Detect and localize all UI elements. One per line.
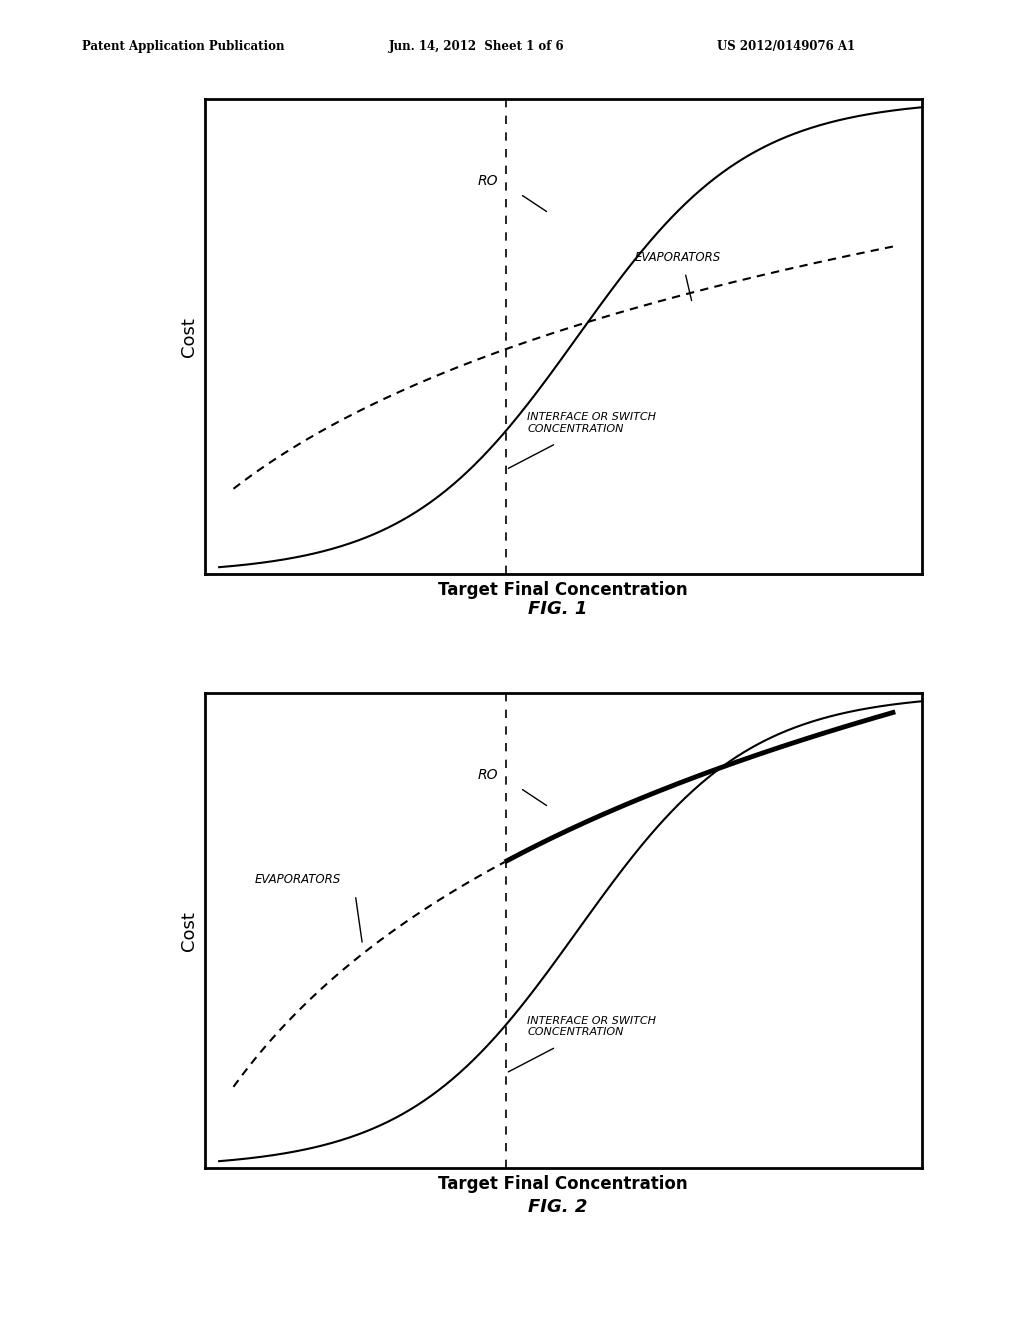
Text: Jun. 14, 2012  Sheet 1 of 6: Jun. 14, 2012 Sheet 1 of 6 [389, 40, 565, 53]
Text: INTERFACE OR SWITCH
CONCENTRATION: INTERFACE OR SWITCH CONCENTRATION [527, 412, 656, 434]
Text: Patent Application Publication: Patent Application Publication [82, 40, 285, 53]
Text: RO: RO [477, 767, 498, 781]
X-axis label: Target Final Concentration: Target Final Concentration [438, 581, 688, 599]
Y-axis label: Cost: Cost [180, 911, 198, 950]
Text: INTERFACE OR SWITCH
CONCENTRATION: INTERFACE OR SWITCH CONCENTRATION [527, 1015, 656, 1038]
Text: US 2012/0149076 A1: US 2012/0149076 A1 [717, 40, 855, 53]
Y-axis label: Cost: Cost [180, 317, 198, 356]
Text: RO: RO [477, 173, 498, 187]
X-axis label: Target Final Concentration: Target Final Concentration [438, 1175, 688, 1193]
Text: EVAPORATORS: EVAPORATORS [255, 873, 341, 886]
Text: FIG. 1: FIG. 1 [528, 599, 588, 618]
Text: FIG. 2: FIG. 2 [528, 1197, 588, 1216]
Text: EVAPORATORS: EVAPORATORS [635, 251, 721, 264]
